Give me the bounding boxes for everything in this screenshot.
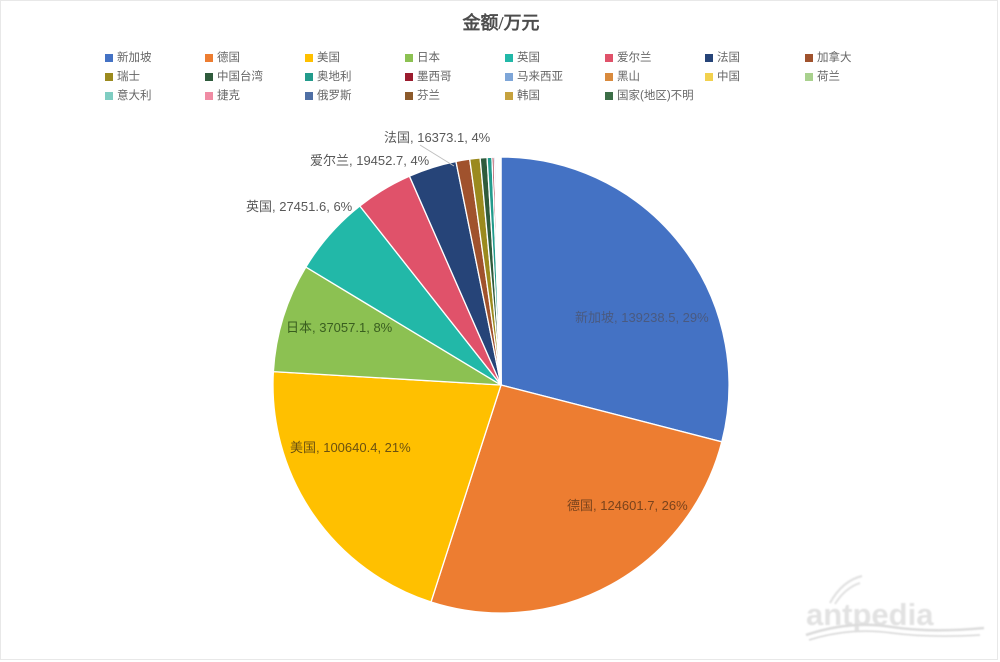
svg-text:antpedia: antpedia <box>806 597 934 632</box>
